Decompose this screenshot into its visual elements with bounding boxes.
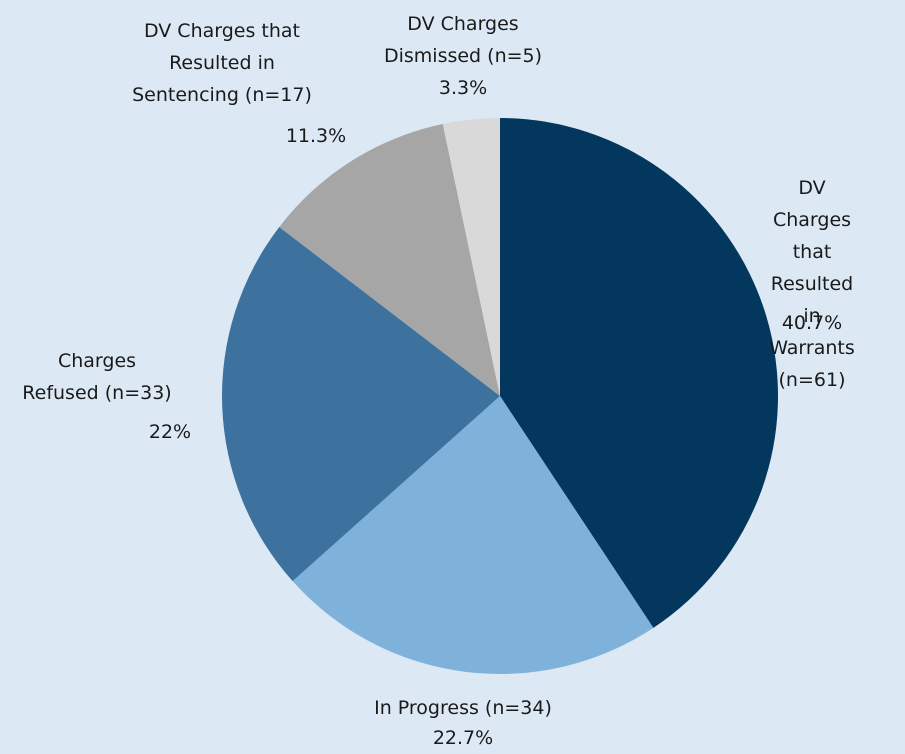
slice-value-label: 40.7% [781, 312, 843, 334]
pie-slice [500, 118, 778, 628]
slice-value-label: 22.7% [432, 727, 494, 749]
slice-label: In Progress (n=34) [374, 697, 552, 719]
slice-label: DV Charges that Resulted in Warrants (n=… [769, 177, 855, 391]
slice-value-label: 22% [148, 421, 192, 443]
pie-slice [279, 123, 500, 397]
slice-label: DV Charges Dismissed (n=5) [383, 13, 543, 67]
slice-value-label: 3.3% [438, 77, 488, 99]
pie-slice [292, 396, 654, 674]
slice-value-label: 11.3% [285, 125, 347, 147]
pie-slice [221, 226, 500, 582]
slice-label: Charges Refused (n=33) [22, 350, 172, 404]
pie-slice [442, 118, 500, 396]
slice-label: DV Charges that Resulted in Sentencing (… [132, 20, 312, 106]
